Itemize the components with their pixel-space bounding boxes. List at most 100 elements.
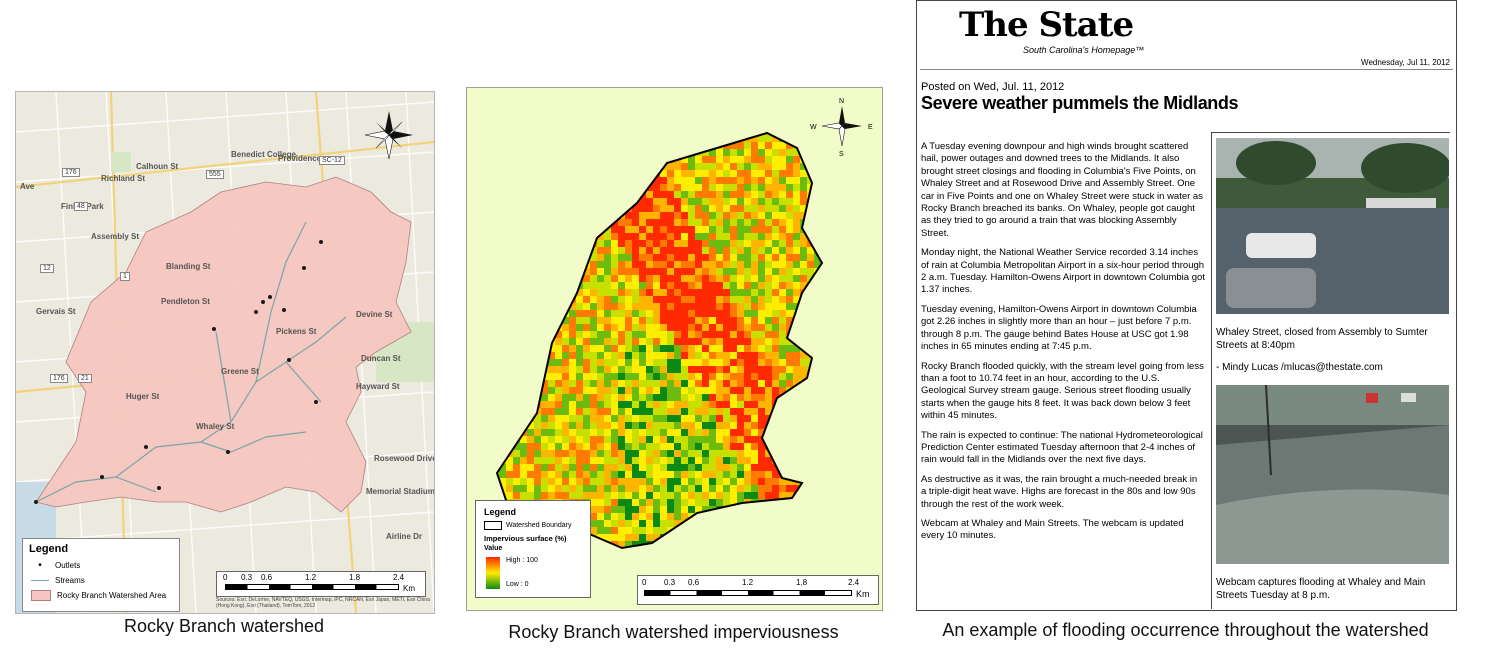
raster-cell	[541, 233, 548, 240]
raster-cell	[709, 436, 716, 443]
raster-cell	[758, 247, 765, 254]
raster-cell	[751, 520, 758, 527]
raster-cell	[534, 219, 541, 226]
raster-cell	[695, 506, 702, 513]
raster-cell	[800, 212, 807, 219]
raster-cell	[702, 156, 709, 163]
legend-item-boundary: Watershed Boundary	[484, 521, 590, 530]
raster-cell	[562, 191, 569, 198]
raster-cell	[632, 219, 639, 226]
raster-cell	[695, 198, 702, 205]
raster-cell	[786, 471, 793, 478]
raster-cell	[821, 219, 822, 226]
raster-cell	[548, 184, 555, 191]
raster-cell	[779, 233, 786, 240]
raster-cell	[702, 450, 709, 457]
raster-cell	[611, 520, 618, 527]
raster-cell	[632, 191, 639, 198]
raster-cell	[779, 534, 786, 541]
raster-cell	[779, 205, 786, 212]
raster-cell	[527, 205, 534, 212]
raster-cell	[513, 142, 520, 149]
raster-cell	[597, 331, 604, 338]
raster-cell	[800, 450, 807, 457]
raster-cell	[786, 275, 793, 282]
raster-cell	[639, 492, 646, 499]
raster-cell	[737, 303, 744, 310]
raster-cell	[779, 359, 786, 366]
raster-cell	[506, 219, 513, 226]
raster-cell	[772, 296, 779, 303]
raster-cell	[639, 205, 646, 212]
raster-cell	[604, 471, 611, 478]
raster-cell	[506, 436, 513, 443]
raster-cell	[520, 261, 527, 268]
raster-cell	[562, 366, 569, 373]
raster-cell	[548, 471, 555, 478]
raster-cell	[625, 534, 632, 541]
raster-cell	[548, 233, 555, 240]
raster-cell	[772, 226, 779, 233]
raster-cell	[772, 548, 779, 553]
raster-cell	[604, 324, 611, 331]
raster-cell	[513, 261, 520, 268]
raster-cell	[527, 219, 534, 226]
raster-cell	[681, 261, 688, 268]
raster-cell	[779, 324, 786, 331]
raster-cell	[604, 450, 611, 457]
raster-cell	[793, 275, 800, 282]
raster-cell	[681, 282, 688, 289]
raster-cell	[499, 478, 506, 485]
raster-cell	[590, 170, 597, 177]
raster-cell	[590, 513, 597, 520]
raster-cell	[709, 240, 716, 247]
raster-cell	[800, 443, 807, 450]
raster-cell	[765, 142, 772, 149]
raster-cell	[730, 548, 737, 553]
raster-cell	[695, 429, 702, 436]
raster-cell	[793, 373, 800, 380]
raster-cell	[688, 303, 695, 310]
raster-cell	[737, 198, 744, 205]
raster-cell	[646, 142, 653, 149]
raster-cell	[674, 492, 681, 499]
raster-cell	[821, 212, 822, 219]
raster-cell	[618, 149, 625, 156]
raster-cell	[681, 338, 688, 345]
raster-cell	[604, 352, 611, 359]
raster-cell	[513, 492, 520, 499]
raster-cell	[765, 429, 772, 436]
raster-cell	[604, 478, 611, 485]
raster-cell	[751, 170, 758, 177]
raster-cell	[821, 191, 822, 198]
raster-cell	[590, 212, 597, 219]
raster-cell	[737, 541, 744, 548]
raster-cell	[716, 415, 723, 422]
raster-cell	[618, 289, 625, 296]
raster-cell	[541, 268, 548, 275]
raster-cell	[667, 268, 674, 275]
raster-cell	[513, 275, 520, 282]
raster-cell	[632, 352, 639, 359]
raster-cell	[639, 296, 646, 303]
raster-cell	[590, 380, 597, 387]
raster-cell	[660, 247, 667, 254]
raster-cell	[814, 261, 821, 268]
raster-cell	[660, 443, 667, 450]
raster-cell	[660, 478, 667, 485]
raster-cell	[751, 163, 758, 170]
raster-cell	[758, 422, 765, 429]
raster-cell	[618, 254, 625, 261]
raster-cell	[513, 233, 520, 240]
raster-cell	[807, 149, 814, 156]
raster-cell	[625, 261, 632, 268]
raster-cell	[688, 373, 695, 380]
raster-cell	[513, 408, 520, 415]
raster-cell	[590, 450, 597, 457]
raster-cell	[632, 345, 639, 352]
raster-cell	[604, 394, 611, 401]
raster-cell	[800, 233, 807, 240]
raster-cell	[604, 170, 611, 177]
raster-cell	[744, 310, 751, 317]
raster-cell	[597, 282, 604, 289]
